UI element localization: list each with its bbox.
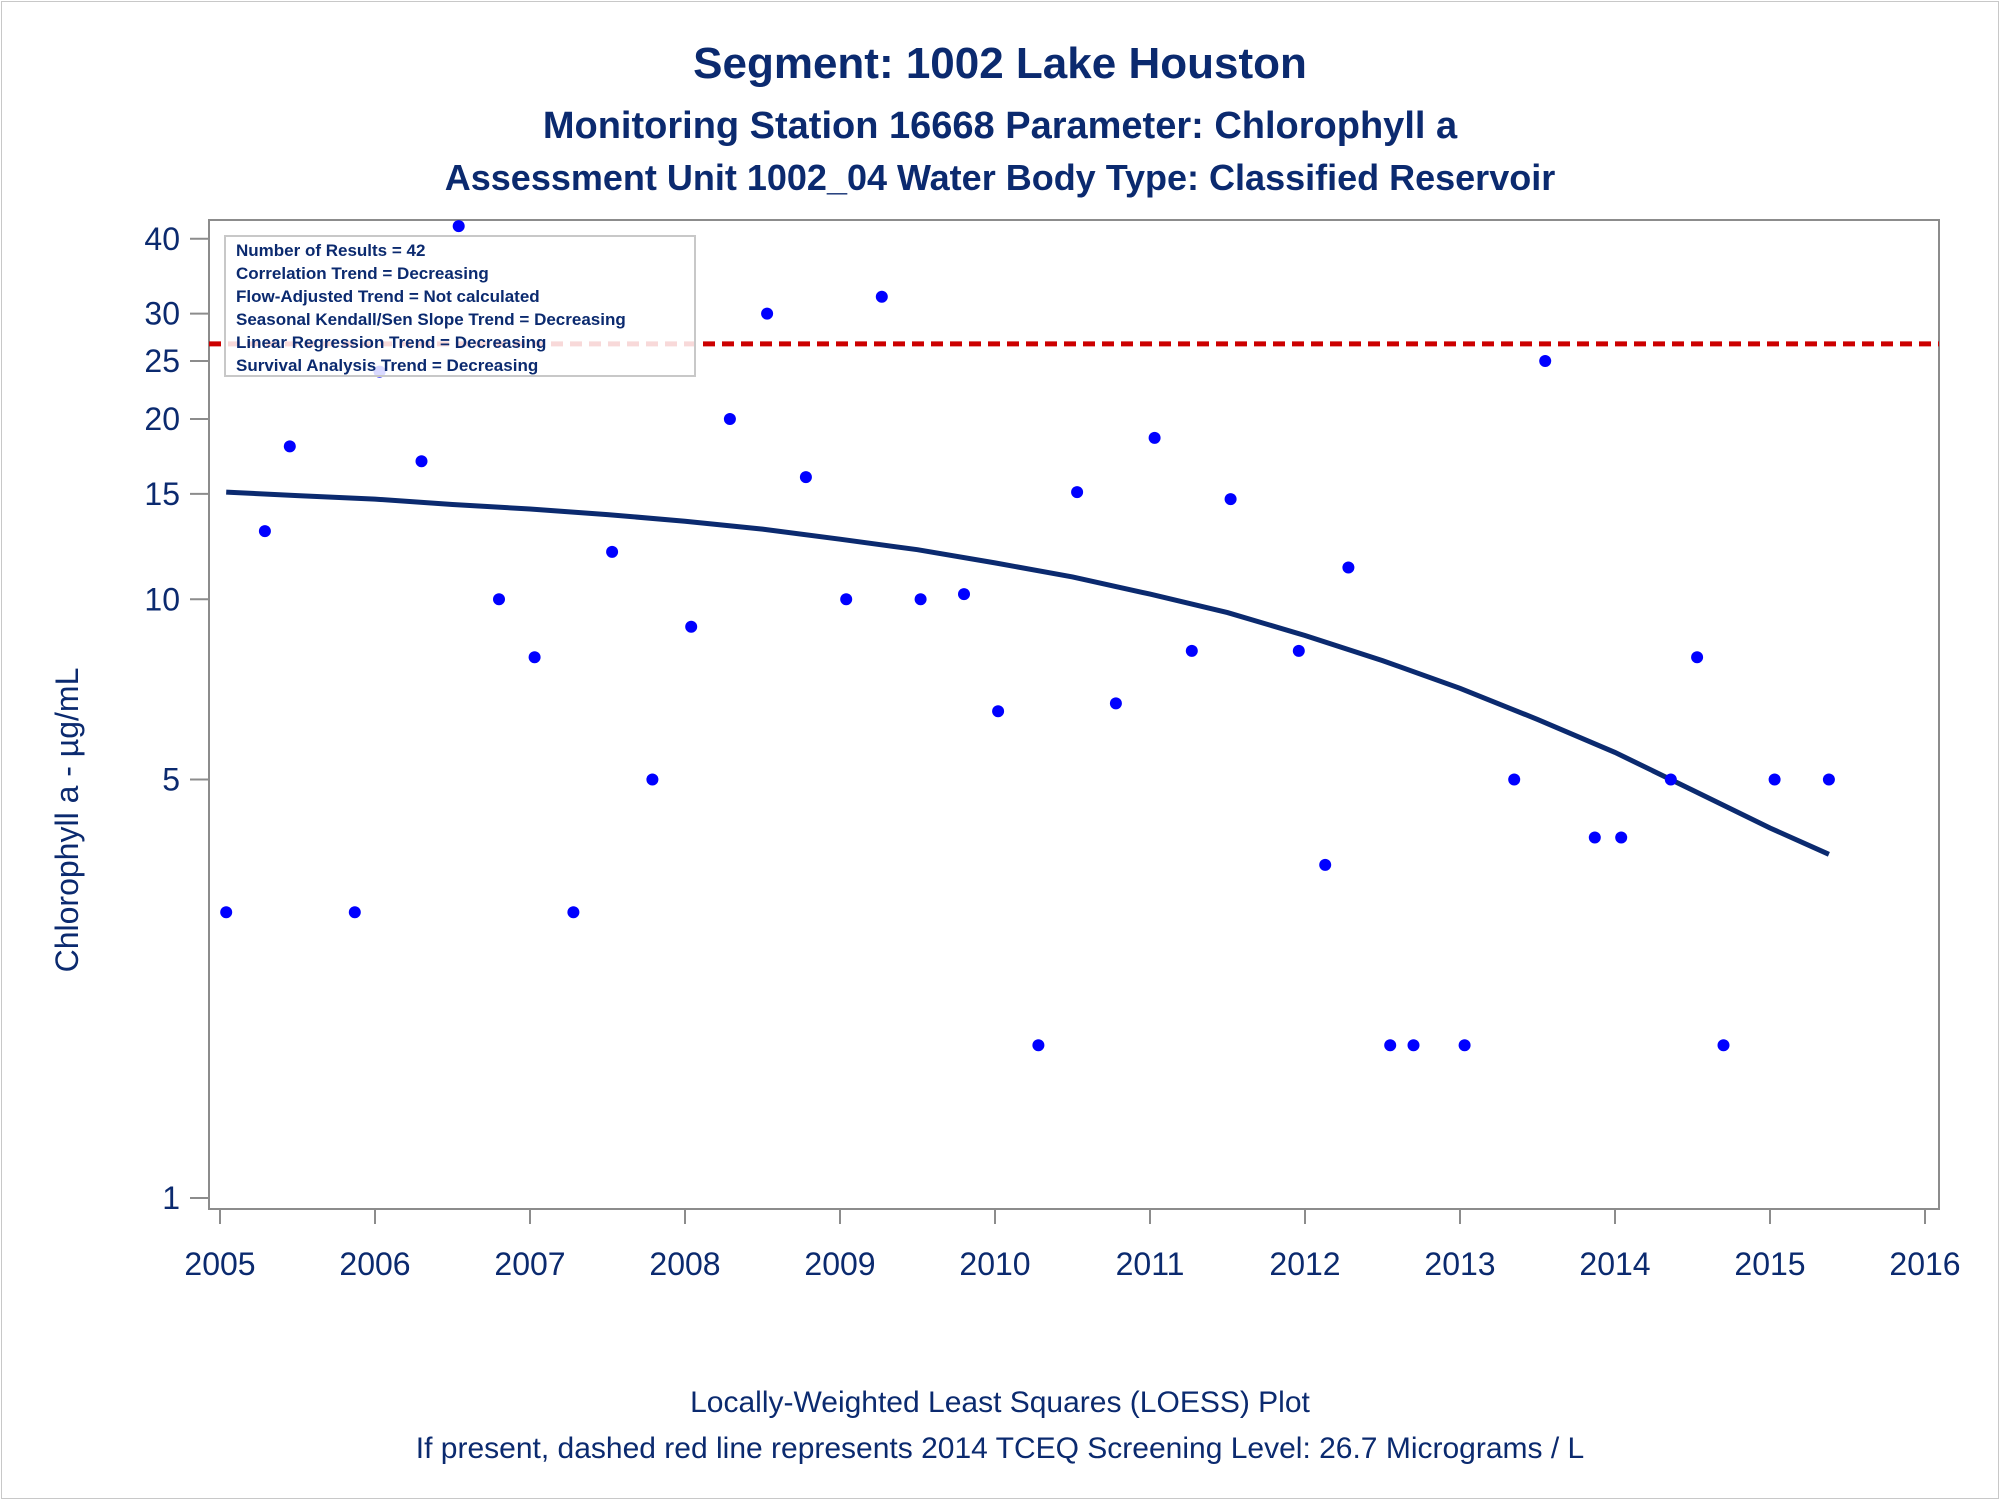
y-tick-label: 30 bbox=[144, 296, 180, 332]
x-tick-label: 2007 bbox=[494, 1246, 565, 1282]
chart-subtitle-2: Assessment Unit 1002_04 Water Body Type:… bbox=[445, 157, 1555, 198]
data-point bbox=[914, 593, 927, 606]
x-tick-label: 2010 bbox=[959, 1246, 1030, 1282]
data-point bbox=[1109, 697, 1122, 710]
data-point bbox=[1458, 1039, 1471, 1052]
data-point bbox=[415, 455, 428, 468]
data-point bbox=[646, 773, 659, 786]
data-points bbox=[220, 220, 1835, 1052]
x-tick-label: 2005 bbox=[184, 1246, 255, 1282]
data-point bbox=[567, 906, 580, 919]
data-point bbox=[1407, 1039, 1420, 1052]
chart-subtitle: Monitoring Station 16668 Parameter: Chlo… bbox=[543, 105, 1458, 147]
y-tick-label: 25 bbox=[144, 343, 180, 379]
y-tick-label: 15 bbox=[144, 476, 180, 512]
data-point bbox=[840, 593, 853, 606]
data-point bbox=[258, 525, 271, 538]
info-line-linear-regression: Linear Regression Trend = Decreasing bbox=[236, 333, 546, 352]
data-point bbox=[1071, 486, 1084, 499]
data-point bbox=[606, 545, 619, 558]
info-line-seasonal-kendall: Seasonal Kendall/Sen Slope Trend = Decre… bbox=[236, 310, 626, 329]
x-tick-label: 2012 bbox=[1269, 1246, 1340, 1282]
x-tick-label: 2009 bbox=[804, 1246, 875, 1282]
data-point bbox=[283, 440, 296, 453]
data-point bbox=[528, 651, 541, 664]
x-tick-label: 2013 bbox=[1424, 1246, 1495, 1282]
data-point bbox=[1539, 355, 1552, 367]
y-tick-label: 40 bbox=[144, 221, 180, 257]
info-line-correlation: Correlation Trend = Decreasing bbox=[236, 264, 489, 283]
data-point bbox=[685, 620, 698, 633]
data-point bbox=[723, 413, 736, 425]
data-point bbox=[1768, 773, 1781, 786]
plot-area bbox=[208, 219, 1940, 1210]
data-point bbox=[761, 307, 774, 320]
data-point bbox=[1717, 1039, 1730, 1052]
data-point bbox=[1588, 831, 1601, 844]
data-point bbox=[1185, 644, 1198, 657]
info-box-frame bbox=[224, 235, 696, 377]
data-point bbox=[348, 906, 361, 919]
data-point bbox=[1292, 644, 1305, 657]
x-tick-label: 2008 bbox=[649, 1246, 720, 1282]
data-point bbox=[1822, 773, 1835, 786]
x-tick-label: 2015 bbox=[1734, 1246, 1805, 1282]
data-point bbox=[1508, 773, 1521, 786]
y-tick-label: 20 bbox=[144, 401, 180, 437]
data-point bbox=[1384, 1039, 1397, 1052]
info-line-survival-analysis: Survival Analysis Trend = Decreasing bbox=[236, 356, 538, 375]
x-tick-label: 2006 bbox=[339, 1246, 410, 1282]
data-point bbox=[493, 593, 505, 606]
data-point bbox=[1664, 773, 1677, 786]
data-point bbox=[220, 906, 233, 919]
y-tick-label: 5 bbox=[162, 762, 180, 798]
chart-title: Segment: 1002 Lake Houston bbox=[693, 39, 1307, 88]
x-tick-label: 2011 bbox=[1116, 1246, 1185, 1282]
data-point bbox=[1691, 651, 1704, 664]
data-point bbox=[1032, 1039, 1045, 1052]
data-point bbox=[1224, 493, 1237, 506]
info-line-flow-adjusted: Flow-Adjusted Trend = Not calculated bbox=[236, 287, 540, 306]
y-axis-label: Chlorophyll a - µg/mL bbox=[49, 668, 85, 973]
info-line-results: Number of Results = 42 bbox=[236, 241, 425, 260]
data-point bbox=[875, 290, 888, 303]
data-point bbox=[1342, 561, 1355, 574]
data-point bbox=[1319, 858, 1332, 871]
x-axis: 2005 2006 2007 2008 2009 2010 2011 2012 2013 2014… bbox=[184, 1209, 1961, 1282]
data-point bbox=[1615, 831, 1628, 844]
y-tick-label: 10 bbox=[144, 581, 180, 617]
trend-info-box: Number of Results = 42 Correlation Trend… bbox=[224, 235, 696, 377]
data-point bbox=[799, 471, 812, 484]
x-tick-label: 2014 bbox=[1579, 1246, 1650, 1282]
footer-line-2: If present, dashed red line represents 2… bbox=[416, 1432, 1584, 1465]
data-point bbox=[1148, 431, 1161, 444]
data-point bbox=[958, 588, 970, 601]
loess-curve bbox=[226, 489, 1830, 857]
footer-line-1: Locally-Weighted Least Squares (LOESS) P… bbox=[690, 1386, 1310, 1419]
y-tick-label: 1 bbox=[162, 1180, 180, 1216]
data-point bbox=[452, 220, 465, 233]
data-point bbox=[992, 705, 1005, 718]
x-tick-label: 2016 bbox=[1889, 1246, 1960, 1282]
